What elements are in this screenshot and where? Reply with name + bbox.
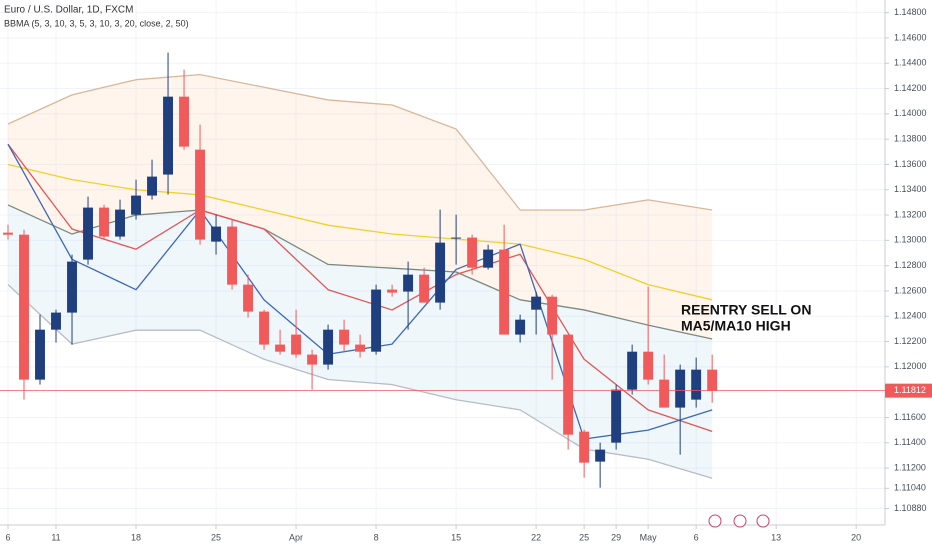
candle-body [195, 149, 206, 240]
candle-body [275, 344, 286, 352]
candle-body [227, 226, 238, 285]
candle-body [627, 351, 638, 390]
y-tick-label: 1.11400 [894, 437, 926, 447]
candle-body [99, 207, 109, 237]
x-tick-label: 6 [5, 532, 10, 542]
y-tick-label: 1.13200 [894, 209, 927, 219]
candle-body [563, 334, 574, 435]
y-tick-label: 1.12400 [894, 311, 927, 321]
candle-body [499, 249, 510, 335]
candle-body [259, 311, 270, 345]
y-tick-label: 1.14400 [894, 58, 927, 68]
y-tick-label: 1.13000 [894, 235, 927, 245]
candle-body [355, 344, 366, 352]
event-icon[interactable] [733, 514, 747, 528]
x-tick-label: 20 [851, 532, 861, 542]
candle-body [67, 261, 77, 313]
indicator-line [7, 204, 713, 340]
candle-body [435, 242, 446, 303]
x-tick-label: 6 [694, 532, 699, 542]
y-tick-label: 1.13800 [894, 134, 927, 144]
y-tick-label: 1.12800 [894, 260, 927, 270]
x-tick-label: 18 [131, 532, 141, 542]
indicator-line [7, 143, 713, 433]
y-tick-label: 1.11200 [894, 462, 926, 472]
candle-body [307, 354, 318, 365]
annotation-line: MA5/MA10 HIGH [681, 318, 791, 334]
candle-body [179, 96, 190, 147]
candle-body [115, 209, 125, 237]
x-tick-label: May [640, 532, 658, 542]
candle-body [659, 379, 670, 408]
candle-body [163, 96, 173, 175]
candle-body [83, 207, 93, 260]
candle-body [291, 334, 302, 355]
indicator-line [7, 284, 713, 479]
candle-body [403, 274, 414, 292]
x-tick-label: 25 [211, 532, 221, 542]
candle-body [243, 284, 254, 312]
candle-body [579, 431, 590, 463]
y-tick-label: 1.12200 [894, 336, 927, 346]
x-tick-label: 25 [579, 532, 589, 542]
y-tick-label: 1.12000 [894, 361, 927, 371]
candle-body [515, 319, 526, 335]
y-tick-label: 1.13600 [894, 159, 927, 169]
candle-body [643, 351, 654, 380]
x-tick-label: 22 [531, 532, 541, 542]
y-tick-label: 1.13400 [894, 184, 927, 194]
indicator-line [7, 163, 713, 301]
x-tick-label: 15 [451, 532, 461, 542]
candle-body [19, 234, 29, 380]
x-tick-label: 29 [611, 532, 621, 542]
x-tick-label: Apr [289, 532, 303, 542]
last-price-box [885, 383, 932, 398]
event-icons[interactable] [708, 514, 770, 528]
candle-body [467, 237, 478, 268]
candle-body [371, 289, 382, 352]
candle-body [323, 329, 334, 365]
indicator-line [7, 73, 713, 211]
candle-body [483, 249, 494, 268]
annotation-line: REENTRY SELL ON [681, 302, 811, 318]
candle-body [531, 296, 542, 310]
candle-body [339, 329, 350, 345]
y-tick-label: 1.14800 [894, 7, 927, 17]
candles [3, 52, 718, 488]
candle-body [691, 369, 702, 400]
chart-title: Euro / U.S. Dollar, 1D, FXCM [4, 5, 133, 16]
y-tick-label: 1.14600 [894, 32, 927, 42]
candle-body [451, 237, 462, 239]
x-tick-label: 13 [771, 532, 781, 542]
y-tick-label: 1.10880 [894, 503, 927, 513]
candle-body [611, 389, 622, 443]
candle-body [707, 369, 718, 391]
candle-body [131, 195, 141, 215]
candle-body [595, 449, 606, 462]
candle-body [211, 226, 222, 242]
y-tick-label: 1.14000 [894, 108, 927, 118]
chart-subtitle: BBMA (5, 3, 10, 3, 5, 3, 10, 3, 20, clos… [4, 18, 189, 28]
candle-body [547, 296, 558, 335]
y-tick-label: 1.11040 [894, 483, 926, 493]
candle-body [35, 329, 45, 380]
candle-body [147, 176, 157, 196]
event-icon[interactable] [756, 514, 770, 528]
y-tick-label: 1.14200 [894, 83, 927, 93]
candle-body [675, 369, 686, 408]
y-tick-label: 1.12600 [894, 285, 927, 295]
candle-body [387, 289, 398, 293]
candle-body [3, 232, 13, 235]
y-tick-label: 1.11600 [894, 412, 926, 422]
x-tick-label: 11 [51, 532, 60, 542]
x-tick-label: 8 [374, 532, 379, 542]
event-icon[interactable] [708, 514, 722, 528]
last-price-label: 1.11812 [894, 385, 926, 395]
candle-body [51, 312, 61, 330]
candle-body [419, 274, 430, 303]
